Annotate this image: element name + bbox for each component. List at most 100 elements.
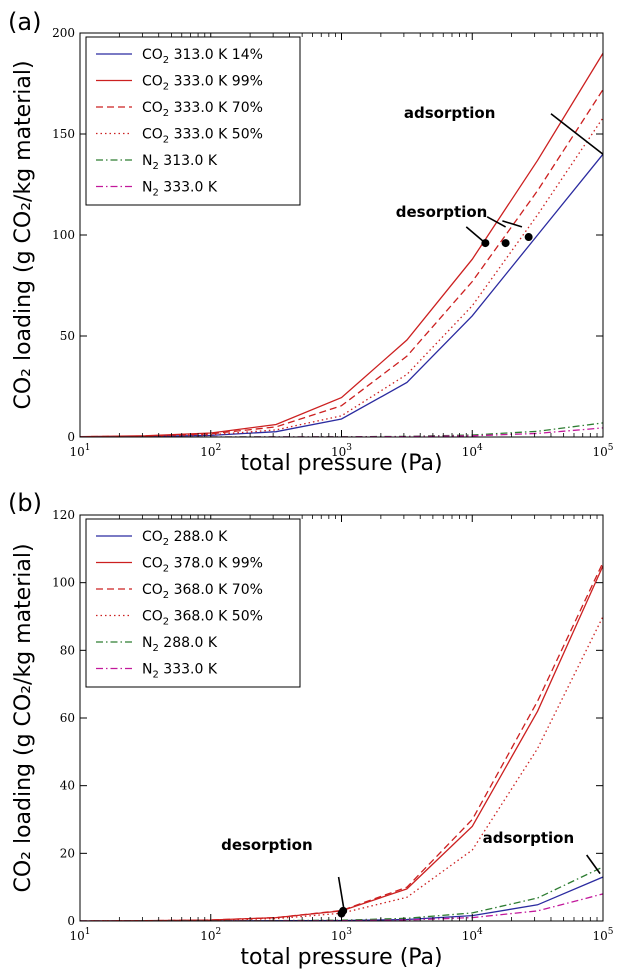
x-tick-label-4: 105 [592,927,613,943]
x-axis-label: total pressure (Pa) [240,451,442,476]
legend: CO2 313.0 K 14%CO2 333.0 K 99%CO2 333.0 … [85,36,301,206]
panel-label: (a) [8,8,41,36]
legend-entry-1: CO2 333.0 K 99% [142,74,263,93]
legend-label-base: CO [142,556,163,572]
annotation-arrow-1-0 [586,854,601,875]
annotation-label-1: desorption [396,203,488,221]
annotation-label-1: adsorption [483,829,575,847]
x-tick-label-0: 101 [69,927,90,943]
y-tick-label-2: 100 [52,228,75,242]
legend-entry-2: CO2 333.0 K 70% [142,100,263,119]
y-axis-label: CO₂ loading (g CO₂/kg material) [11,60,36,409]
legend-label-rest: 333.0 K 99% [169,74,263,90]
y-tick-label-4: 80 [60,643,75,657]
data-point-2 [524,233,533,242]
legend-label-rest: 378.0 K 99% [169,556,263,572]
legend-label-rest: 313.0 K 14% [169,47,263,63]
legend-label-base: CO [142,100,163,116]
y-tick-label-1: 20 [60,846,75,860]
legend-label-rest: 288.0 K [169,529,228,545]
legend-label-base: CO [142,582,163,598]
legend-label-base: CO [142,74,163,90]
x-tick-exponent-3: 4 [477,443,483,453]
legend-label-subscript: 2 [152,188,158,199]
legend-label-subscript: 2 [163,590,169,601]
annotation-label-0: desorption [221,836,313,854]
x-tick-exponent-2: 3 [346,927,352,937]
annotation-arrow-0-0 [550,113,604,155]
y-tick-label-0: 0 [67,914,75,928]
annotation-label-0: adsorption [404,104,496,122]
legend-box [85,36,301,206]
series-group [80,52,603,437]
legend-label-base: N [142,153,152,169]
legend-entry-4: N2 288.0 K [142,635,218,654]
x-tick-exponent-3: 4 [477,927,483,937]
legend-label-base: CO [142,127,163,143]
legend-label-rest: 333.0 K 70% [169,100,263,116]
x-tick-exponent-4: 5 [608,927,614,937]
legend-label-rest: 333.0 K [159,180,218,196]
legend-entry-0: CO2 288.0 K [142,529,228,548]
data-point-1 [501,239,510,248]
y-tick-label-1: 50 [60,329,75,343]
y-tick-label-5: 100 [52,576,75,590]
series-line-1 [80,52,603,437]
x-axis-label: total pressure (Pa) [240,945,442,970]
legend-label-subscript: 2 [152,670,158,681]
legend-label-rest: 368.0 K 70% [169,582,263,598]
x-tick-label-1: 102 [200,927,221,943]
y-tick-label-3: 150 [52,127,75,141]
x-tick-label-1: 102 [200,443,221,459]
legend-entry-1: CO2 378.0 K 99% [142,556,263,575]
legend-entry-5: N2 333.0 K [142,180,218,199]
legend-entry-2: CO2 368.0 K 70% [142,582,263,601]
panel-label: (b) [8,489,42,517]
legend-label-base: CO [142,529,163,545]
legend-label-rest: 333.0 K 50% [169,127,263,143]
panel-b: desorption adsorption 101 102 103 104 105 0 20 40… [8,489,614,970]
annotation-arrow-1-2 [502,220,523,228]
y-tick-label-2: 40 [60,779,75,793]
x-tick-label-3: 104 [462,443,483,459]
legend-label-rest: 288.0 K [159,635,218,651]
y-tick-label-6: 120 [52,508,75,522]
legend-label-subscript: 2 [163,108,169,119]
legend-label-base: N [142,180,152,196]
x-tick-exponent-4: 5 [608,443,614,453]
x-tick-exponent-2: 3 [346,443,352,453]
series-line-2 [80,89,603,437]
y-tick-label-3: 60 [60,711,75,725]
legend-label-subscript: 2 [163,135,169,146]
legend-label-subscript: 2 [152,643,158,654]
x-tick-exponent-1: 2 [216,443,222,453]
series-line-0 [80,153,603,437]
x-tick-exponent-1: 2 [216,927,222,937]
y-tick-label-4: 200 [52,26,75,40]
legend-label-base: CO [142,47,163,63]
x-tick-label-3: 104 [462,927,483,943]
x-tick-exponent-0: 1 [85,443,91,453]
legend-entry-5: N2 333.0 K [142,662,218,681]
legend-label-rest: 333.0 K [159,662,218,678]
legend-entry-3: CO2 333.0 K 50% [142,127,263,146]
legend-label-base: CO [142,609,163,625]
legend-label-subscript: 2 [152,161,158,172]
y-tick-label-0: 0 [67,430,75,444]
y-axis-label: CO₂ loading (g CO₂/kg material) [11,543,36,892]
data-point-1 [339,906,348,915]
legend-label-subscript: 2 [163,537,169,548]
annotation-arrow-0-0 [337,876,345,909]
legend-label-subscript: 2 [163,564,169,575]
annotation-arrow-1-1 [486,216,507,228]
legend-entry-0: CO2 313.0 K 14% [142,47,263,66]
legend-label-subscript: 2 [163,55,169,66]
legend-label-rest: 313.0 K [159,153,218,169]
legend-box [85,518,301,688]
legend-entry-4: N2 313.0 K [142,153,218,172]
x-tick-exponent-0: 1 [85,927,91,937]
legend-label-rest: 368.0 K 50% [169,609,263,625]
